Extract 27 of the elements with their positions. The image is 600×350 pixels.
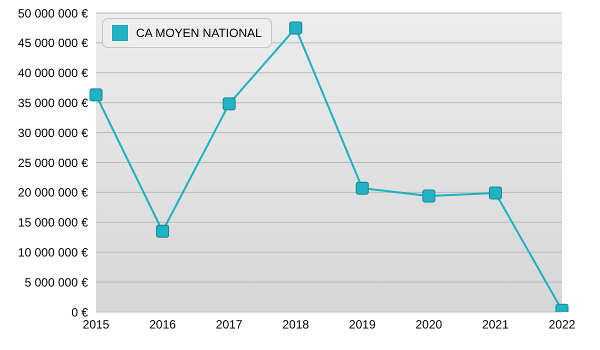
point xyxy=(289,21,302,34)
y-tick-label: 45 000 000 € xyxy=(18,36,88,50)
point xyxy=(488,186,502,200)
x-tick-label: 2020 xyxy=(416,318,443,332)
point xyxy=(222,97,236,110)
y-tick-label: 25 000 000 € xyxy=(18,156,88,170)
y-tick-label: 15 000 000 € xyxy=(18,216,88,230)
y-tick-label: 50 000 000 € xyxy=(18,6,88,20)
point xyxy=(356,182,369,195)
x-tick-label: 2021 xyxy=(482,318,510,332)
point xyxy=(156,224,170,238)
x-tick-label: 2016 xyxy=(149,318,176,332)
y-tick-label: 40 000 000 € xyxy=(18,66,88,80)
y-tick-label: 30 000 000 € xyxy=(18,126,88,140)
y-tick-label: 5 000 000 € xyxy=(24,275,88,290)
x-tick-label: 2022 xyxy=(548,318,576,332)
y-tick-label: 35 000 000 € xyxy=(18,96,88,110)
x-tick-label: 2018 xyxy=(282,318,310,332)
point xyxy=(422,189,436,202)
legend-label: CA MOYEN NATIONAL xyxy=(136,26,262,40)
y-tick-label: 10 000 000 € xyxy=(18,245,88,260)
x-tick-label: 2017 xyxy=(216,318,243,332)
x-tick-label: 2019 xyxy=(348,318,376,332)
y-tick-label: 0 € xyxy=(71,305,88,320)
x-tick-label: 2015 xyxy=(82,318,110,332)
point xyxy=(90,88,102,102)
y-tick-label: 20 000 000 € xyxy=(18,186,88,200)
